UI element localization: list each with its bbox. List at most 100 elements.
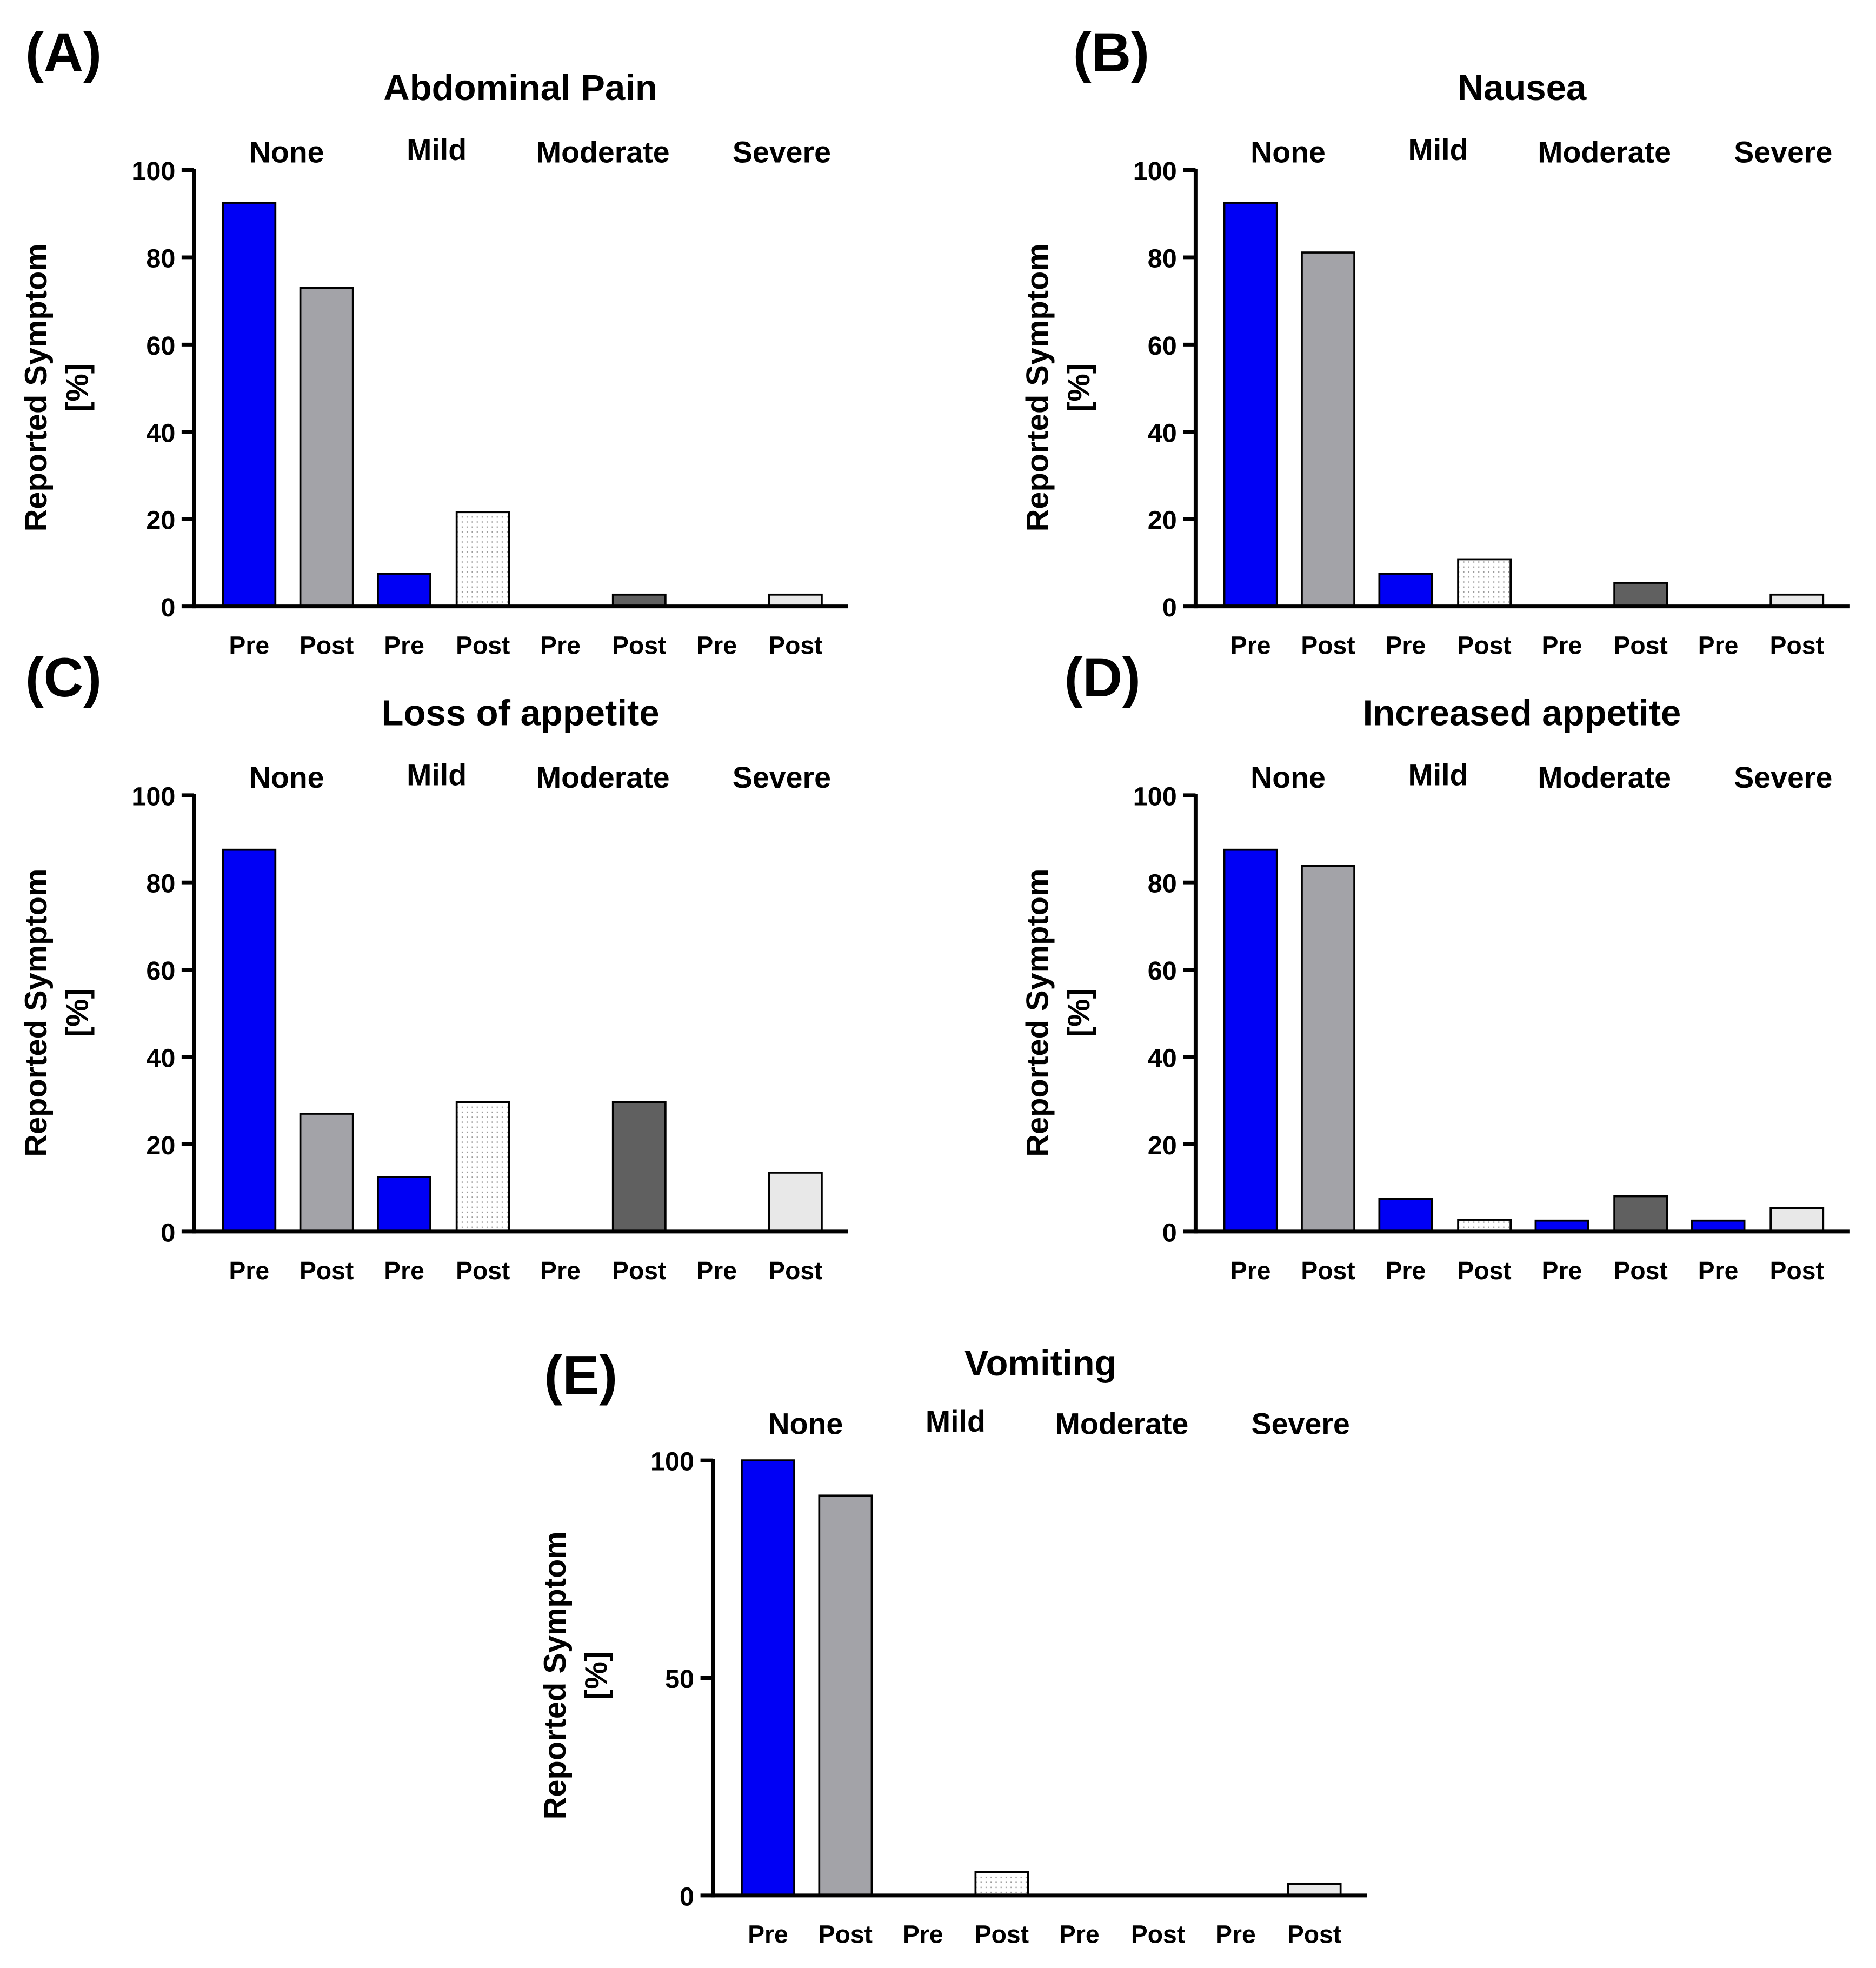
group-label: Mild bbox=[407, 133, 467, 167]
y-axis-label: Reported Symptom [%] bbox=[538, 1531, 614, 1819]
x-tick-label: Post bbox=[1770, 1256, 1824, 1285]
chart-panel-c: (C) Loss of appetite None Mild Moderate Sever… bbox=[19, 647, 848, 1285]
y-axis-label: Reported Symptom [%] bbox=[1021, 243, 1096, 531]
y-tick-label: 40 bbox=[1148, 1044, 1177, 1073]
y-tick-label: 60 bbox=[1148, 331, 1177, 361]
x-tick-label: Pre bbox=[748, 1920, 788, 1949]
y-axis-label-line: Reported Symptom bbox=[538, 1531, 573, 1819]
y-tick-label: 100 bbox=[1133, 157, 1177, 186]
bar-mild-post bbox=[455, 1101, 510, 1233]
group-label: None bbox=[249, 761, 324, 794]
bar-none-pre bbox=[1223, 202, 1278, 608]
chart-panel-b: (B) Nausea None Mild Moderate Severe Reported … bbox=[1021, 22, 1850, 659]
y-axis-label-line: Reported Symptom bbox=[19, 243, 54, 531]
y-tick-label: 0 bbox=[161, 593, 175, 622]
x-tick-label: Post bbox=[975, 1920, 1029, 1949]
x-tick-label: Post bbox=[300, 631, 354, 659]
y-tick-label: 100 bbox=[131, 782, 175, 811]
x-tick-label: Post bbox=[1301, 1256, 1355, 1285]
y-axis-label: Reported Symptom [%] bbox=[19, 869, 95, 1157]
chart-title: Nausea bbox=[1458, 68, 1587, 108]
panel-letter: (C) bbox=[25, 647, 102, 708]
x-tick-label: Pre bbox=[696, 631, 737, 659]
bar-moderate-post bbox=[611, 1101, 667, 1233]
x-tick-label: Pre bbox=[903, 1920, 943, 1949]
group-label: Severe bbox=[1252, 1407, 1350, 1441]
y-tick-label: 20 bbox=[146, 506, 175, 535]
y-tick-label: 60 bbox=[146, 331, 175, 361]
y-tick-label: 40 bbox=[146, 418, 175, 448]
y-tick-label: 50 bbox=[665, 1665, 694, 1694]
x-tick-label: Post bbox=[456, 631, 510, 659]
group-label: None bbox=[1250, 136, 1326, 169]
group-label: Mild bbox=[1408, 133, 1468, 167]
y-tick-label: 40 bbox=[146, 1044, 175, 1073]
bar-severe-post bbox=[1769, 1207, 1825, 1233]
bar-none-post bbox=[1301, 251, 1355, 608]
x-tick-label: Pre bbox=[1698, 631, 1739, 659]
y-tick-label: 60 bbox=[1148, 956, 1177, 986]
y-tick-label: 80 bbox=[1148, 869, 1177, 899]
chart-title: Loss of appetite bbox=[382, 693, 660, 733]
x-tick-label: Post bbox=[612, 631, 666, 659]
x-tick-label: Pre bbox=[1386, 631, 1426, 659]
y-axis-label-line: [%] bbox=[579, 1651, 614, 1700]
x-tick-label: Pre bbox=[229, 1256, 269, 1285]
chart-title: Increased appetite bbox=[1363, 693, 1681, 733]
y-axis-label-line: Reported Symptom bbox=[1021, 869, 1055, 1157]
bar-severe-post bbox=[768, 1172, 823, 1233]
x-tick-label: Post bbox=[1614, 1256, 1668, 1285]
group-label: Severe bbox=[733, 761, 831, 794]
bar-none-post bbox=[818, 1494, 873, 1897]
y-tick-label: 80 bbox=[146, 244, 175, 273]
panel-letter: (D) bbox=[1065, 647, 1141, 708]
x-tick-label: Pre bbox=[1230, 1256, 1271, 1285]
bar-mild-post bbox=[974, 1871, 1029, 1897]
group-label: Moderate bbox=[1538, 761, 1671, 794]
y-tick-label: 40 bbox=[1148, 418, 1177, 448]
x-tick-label: Pre bbox=[1698, 1256, 1739, 1285]
x-tick-label: Pre bbox=[1542, 631, 1582, 659]
bar-none-post bbox=[1301, 865, 1355, 1233]
x-tick-label: Post bbox=[456, 1256, 510, 1285]
x-tick-label: Pre bbox=[1230, 631, 1271, 659]
group-label: Mild bbox=[926, 1405, 986, 1438]
group-label: None bbox=[1250, 761, 1326, 794]
y-tick-label: 80 bbox=[1148, 244, 1177, 273]
bar-moderate-post bbox=[1613, 582, 1668, 608]
y-tick-label: 0 bbox=[1162, 1218, 1177, 1247]
y-tick-label: 100 bbox=[131, 157, 175, 186]
x-tick-label: Post bbox=[300, 1256, 354, 1285]
group-label: Mild bbox=[407, 758, 467, 792]
chart-panel-d: (D) Increased appetite None Mild Moderate Sev… bbox=[1021, 647, 1850, 1285]
x-tick-label: Pre bbox=[229, 631, 269, 659]
group-label: Mild bbox=[1408, 758, 1468, 792]
x-tick-label: Pre bbox=[540, 1256, 581, 1285]
x-tick-label: Pre bbox=[1386, 1256, 1426, 1285]
x-tick-label: Pre bbox=[384, 1256, 424, 1285]
x-tick-label: Post bbox=[612, 1256, 666, 1285]
y-tick-label: 100 bbox=[650, 1447, 694, 1477]
chart-panel-a: (A) Abdominal Pain None Mild Moderate Severe R… bbox=[19, 22, 848, 659]
chart-title: Vomiting bbox=[964, 1343, 1117, 1384]
x-tick-label: Post bbox=[1614, 631, 1668, 659]
group-label: Moderate bbox=[536, 761, 670, 794]
bar-none-post bbox=[299, 1113, 354, 1233]
y-tick-label: 20 bbox=[1148, 506, 1177, 535]
y-tick-label: 80 bbox=[146, 869, 175, 899]
y-axis-label-line: [%] bbox=[1062, 988, 1096, 1037]
x-tick-label: Post bbox=[1287, 1920, 1341, 1949]
bar-none-pre bbox=[222, 202, 277, 608]
x-tick-label: Pre bbox=[384, 631, 424, 659]
x-tick-label: Pre bbox=[540, 631, 581, 659]
panel-letter: (A) bbox=[25, 22, 102, 83]
group-label: Moderate bbox=[1538, 136, 1671, 169]
x-tick-label: Post bbox=[1131, 1920, 1185, 1949]
x-tick-label: Pre bbox=[1059, 1920, 1100, 1949]
y-tick-label: 20 bbox=[1148, 1131, 1177, 1160]
bar-mild-pre bbox=[1378, 573, 1433, 608]
y-tick-label: 60 bbox=[146, 956, 175, 986]
x-tick-label: Pre bbox=[1542, 1256, 1582, 1285]
x-tick-label: Pre bbox=[696, 1256, 737, 1285]
